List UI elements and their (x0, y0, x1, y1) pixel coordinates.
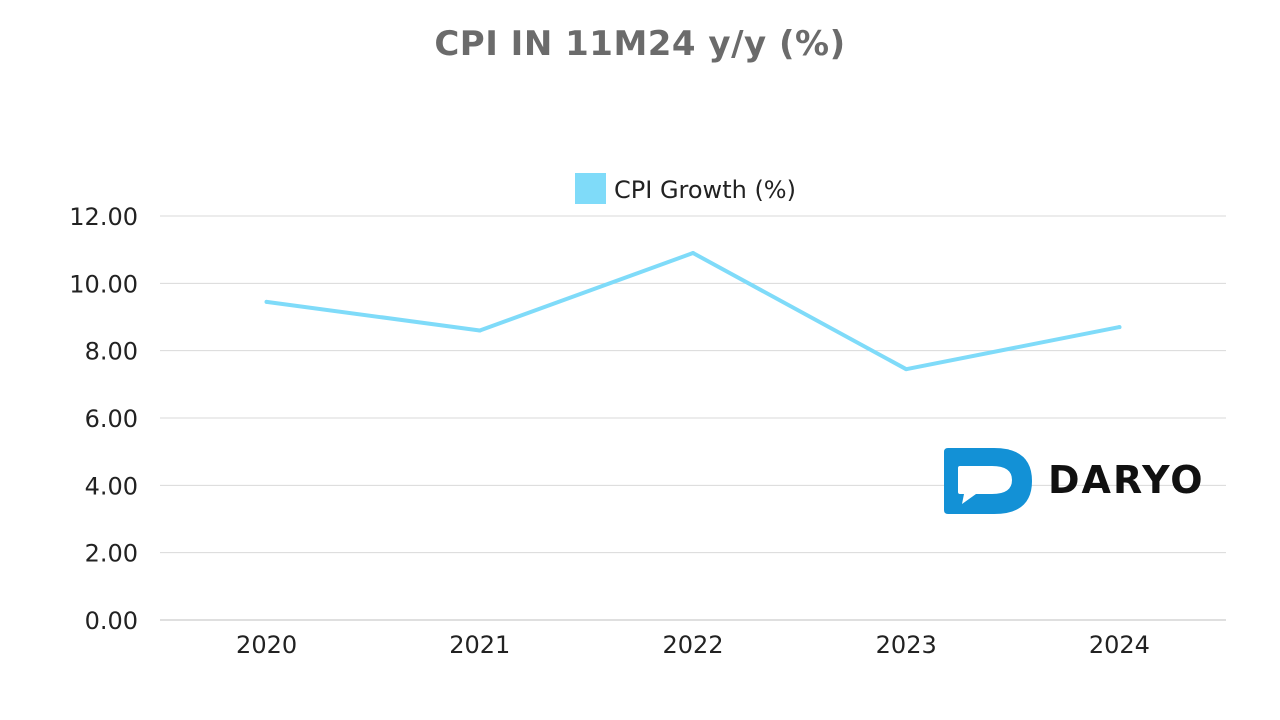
x-axis-ticks: 2020 2021 2022 2023 2024 (236, 631, 1150, 659)
y-tick-label: 8.00 (85, 338, 138, 366)
x-tick-label: 2022 (662, 631, 723, 659)
x-tick-label: 2023 (876, 631, 937, 659)
data-point (477, 328, 482, 333)
y-axis-ticks: 0.00 2.00 4.00 6.00 8.00 10.00 12.00 (69, 203, 138, 635)
x-tick-label: 2021 (449, 631, 510, 659)
data-point (1117, 325, 1122, 330)
legend-swatch (575, 173, 606, 204)
y-tick-label: 4.00 (85, 472, 138, 500)
daryo-logo: DARYO (940, 446, 1210, 516)
y-tick-label: 10.00 (69, 270, 138, 298)
y-tick-label: 6.00 (85, 405, 138, 433)
data-point (264, 299, 269, 304)
chart-title: CPI IN 11M24 y/y (%) (434, 24, 846, 64)
daryo-speech-bubble-icon (944, 448, 1032, 514)
y-tick-label: 0.00 (85, 607, 138, 635)
data-point (904, 367, 909, 372)
x-tick-label: 2020 (236, 631, 297, 659)
legend-label: CPI Growth (%) (614, 176, 796, 204)
series-layer (264, 251, 1122, 372)
logo-wordmark: DARYO (1048, 458, 1205, 502)
y-tick-label: 2.00 (85, 540, 138, 568)
series-line (264, 251, 1122, 372)
gridlines (160, 215, 1226, 621)
data-point (691, 251, 695, 256)
y-tick-label: 12.00 (69, 203, 138, 231)
legend: CPI Growth (%) (575, 173, 796, 204)
x-tick-label: 2024 (1089, 631, 1150, 659)
